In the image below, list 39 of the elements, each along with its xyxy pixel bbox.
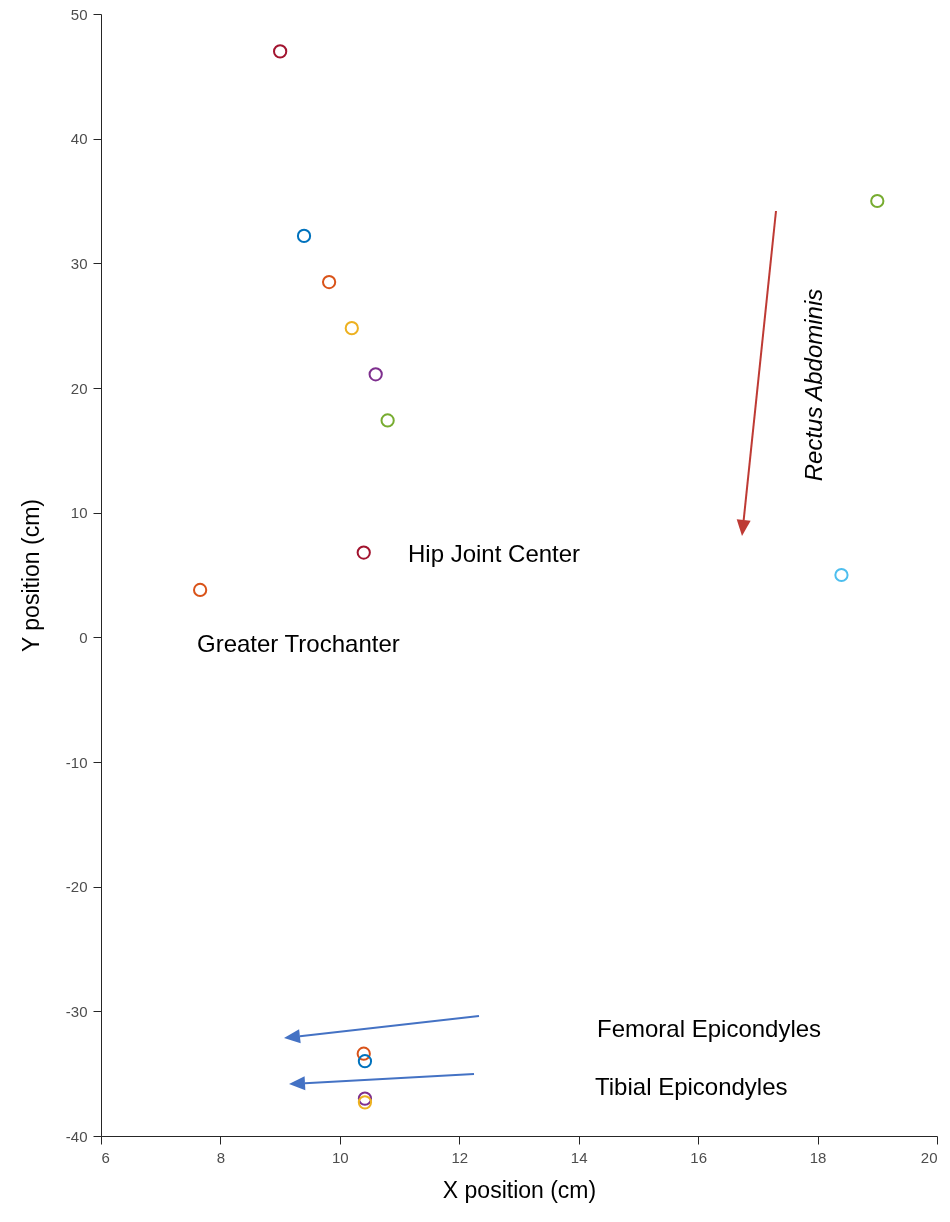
x-axis-title: X position (cm) [442,1176,597,1203]
x-tick-label: 10 [332,1148,349,1166]
point [321,274,337,290]
y-tick-label: 10 [70,504,88,522]
y-tick-label: -20 [65,878,88,896]
annotation: Hip Joint Center [408,540,581,567]
point [193,582,208,598]
point [834,567,849,583]
annotation: Femoral Epicondyles [597,1015,822,1042]
x-tick-label: 6 [101,1148,110,1166]
point [357,1095,373,1110]
x-tick-label: 18 [809,1148,827,1166]
point [357,1054,373,1069]
x-tick-label: 16 [690,1148,707,1166]
point [356,1046,371,1061]
y-tick-label: 50 [70,5,88,23]
annotation: Greater Trochanter [197,630,400,657]
y-tick-label: 30 [70,254,88,272]
point [356,545,371,560]
annotation: Rectus Abdominis [800,288,827,482]
y-tick-label: -10 [65,753,88,771]
y-tick-label: 0 [79,628,88,646]
point [357,1091,373,1106]
y-tick-label: 40 [70,130,88,148]
annotation: Tibial Epicondyles [595,1073,788,1100]
x-tick-label: 14 [570,1148,588,1166]
x-tick-label: 12 [451,1148,469,1166]
point [344,321,359,336]
point [368,367,383,382]
point [273,44,288,59]
y-tick-label: -30 [65,1002,88,1020]
x-tick-label: 20 [920,1148,938,1166]
y-tick-label: 20 [70,379,88,397]
point [870,193,885,209]
y-axis-title: Y position (cm) [17,499,44,652]
x-tick-label: 8 [216,1148,226,1166]
point [296,228,312,244]
point [380,413,395,428]
y-tick-label: -40 [65,1127,88,1145]
